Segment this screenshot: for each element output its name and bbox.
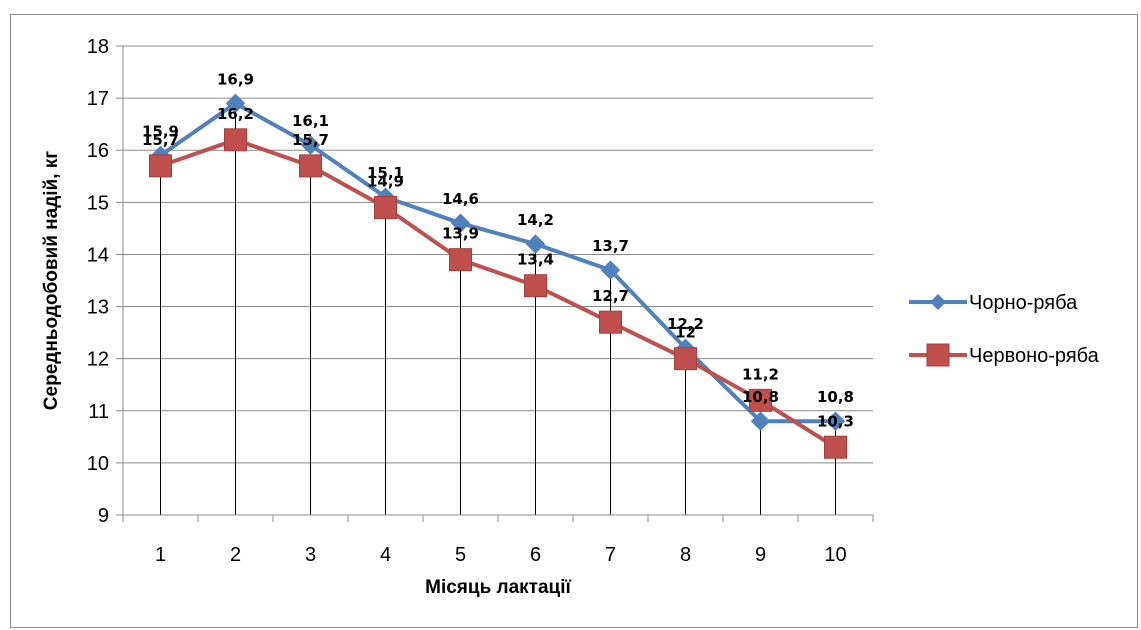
data-label: 14,9 [367, 173, 404, 191]
x-tick-label: 5 [455, 544, 466, 566]
legend-marker [926, 343, 950, 367]
x-axis-title: Місяць лактації [425, 577, 571, 598]
data-label: 15,7 [142, 131, 179, 149]
x-tick-label: 3 [305, 544, 316, 566]
data-point-marker [449, 248, 472, 272]
data-label: 13,9 [442, 225, 479, 243]
y-tick-label: 11 [88, 401, 109, 423]
data-label: 11,2 [742, 365, 779, 383]
data-point-marker [299, 154, 322, 178]
x-tick-label: 8 [680, 544, 691, 566]
data-label: 10,8 [817, 388, 854, 406]
data-point-marker [525, 234, 546, 254]
series-line [159, 101, 836, 424]
x-tick-label: 2 [230, 544, 241, 566]
data-label: 15,7 [292, 131, 329, 149]
data-point-marker [674, 347, 697, 371]
data-label: 10,3 [817, 412, 854, 430]
data-point-marker [224, 128, 247, 152]
data-point-marker [225, 93, 246, 114]
y-tick-label: 14 [87, 244, 109, 266]
y-tick-label: 18 [87, 36, 109, 58]
x-tick-label: 7 [605, 544, 616, 566]
x-tick-label: 4 [380, 544, 391, 566]
data-labels: 15,9 16,9 16,1 15,1 14,6 14,2 13,7 12,2 10,8 10,8… [142, 70, 854, 430]
data-point-marker [825, 411, 846, 431]
data-label: 15,1 [367, 164, 404, 182]
data-label: 12 [675, 324, 696, 342]
data-point-marker [749, 388, 772, 412]
series-line [159, 137, 837, 449]
y-tick-label: 13 [87, 297, 109, 319]
chart-frame: 9 10 11 12 13 14 15 16 17 18 1 2 3 4 5 6 7 8 9 10 15,9 16,9 1… [10, 14, 1138, 628]
data-point-marker [450, 213, 471, 233]
legend: Чорно-ряба Червоно-ряба [909, 292, 1100, 367]
data-label: 13,4 [517, 251, 554, 269]
data-point-marker [600, 260, 621, 280]
data-label: 10,8 [742, 388, 779, 406]
data-point-marker [599, 310, 622, 334]
x-tick-label: 10 [824, 544, 846, 566]
y-tick-label: 17 [87, 88, 109, 110]
y-tick-label: 9 [98, 505, 109, 527]
data-label: 16,1 [292, 112, 329, 130]
data-point-marker [374, 196, 397, 220]
data-label: 13,7 [592, 237, 629, 255]
y-axis-title: Середньодобовий надій, кг [41, 151, 62, 410]
data-point-marker [300, 135, 321, 155]
data-label: 16,2 [217, 105, 254, 123]
y-tick-label: 12 [87, 349, 109, 371]
legend-label: Чорно-ряба [969, 292, 1078, 314]
data-label: 16,9 [217, 70, 254, 88]
y-tick-label: 15 [87, 192, 109, 214]
series-group [149, 93, 847, 459]
data-label: 15,9 [142, 122, 179, 140]
data-label: 12,7 [592, 287, 629, 305]
data-point-marker [824, 435, 847, 459]
x-tick-label: 6 [530, 544, 541, 566]
data-point-marker [524, 274, 547, 298]
data-point-marker [750, 411, 771, 431]
data-label: 14,6 [442, 190, 479, 208]
data-point-marker [149, 154, 172, 178]
legend-marker [930, 294, 946, 310]
x-tick-label: 9 [755, 544, 766, 566]
y-tick-label: 16 [87, 140, 109, 162]
drop-lines [160, 103, 836, 515]
legend-label: Червоно-ряба [969, 345, 1100, 367]
data-label: 12,2 [667, 315, 704, 333]
y-tick-label: 10 [87, 453, 109, 475]
gridlines [123, 45, 873, 516]
x-tick-label: 1 [155, 544, 166, 566]
data-label: 14,2 [517, 211, 554, 229]
